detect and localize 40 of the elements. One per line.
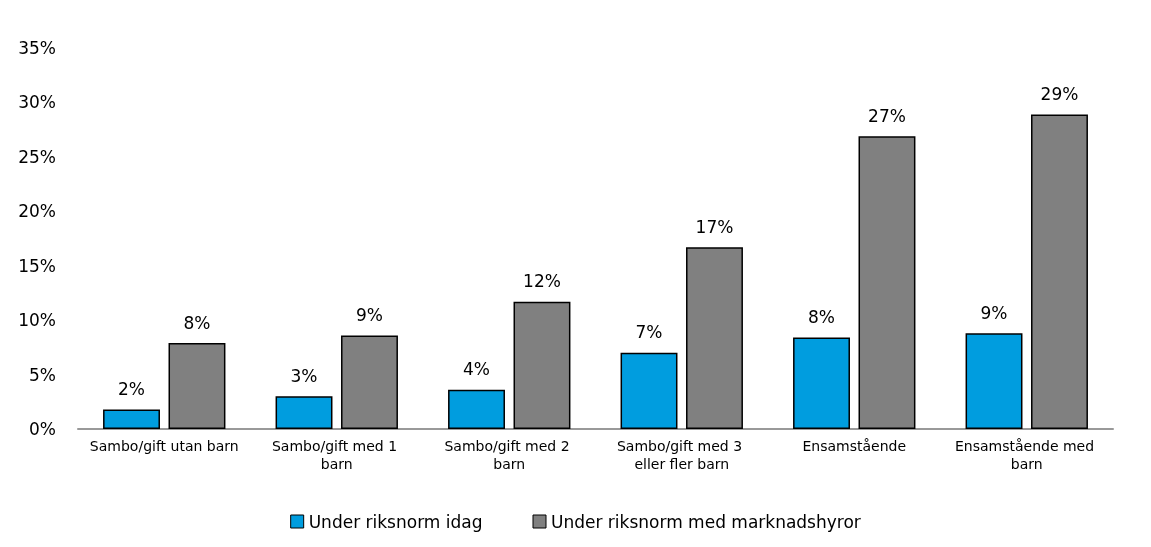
bar bbox=[448, 389, 505, 429]
bar bbox=[103, 409, 160, 429]
data-label: 29% bbox=[1040, 83, 1079, 104]
bar bbox=[168, 343, 226, 429]
x-tick-label: Sambo/gift med 3 eller fler barn bbox=[616, 438, 747, 472]
legend-label: Under riksnorm idag bbox=[308, 511, 483, 532]
x-tick-label: Sambo/gift med 2 barn bbox=[444, 438, 575, 472]
x-tick-label: Ensamstående med barn bbox=[954, 438, 1099, 472]
y-tick-label: 35% bbox=[18, 38, 56, 58]
data-label: 2% bbox=[118, 378, 146, 399]
x-tick-label: Sambo/gift utan barn bbox=[89, 438, 239, 454]
bar bbox=[793, 337, 850, 429]
data-label: 17% bbox=[695, 216, 734, 237]
bar bbox=[686, 247, 743, 429]
data-label: 9% bbox=[355, 304, 383, 325]
y-tick-label: 20% bbox=[18, 201, 56, 222]
data-label: 12% bbox=[523, 271, 561, 292]
y-tick-label: 15% bbox=[18, 255, 56, 276]
y-tick-label: 5% bbox=[29, 364, 56, 385]
y-tick-label: 10% bbox=[18, 310, 56, 331]
bar bbox=[858, 136, 916, 429]
data-label: 8% bbox=[808, 307, 836, 328]
data-label: 8% bbox=[183, 312, 211, 333]
y-tick-label: 30% bbox=[18, 92, 56, 113]
bar bbox=[620, 352, 678, 429]
data-label: 4% bbox=[463, 359, 491, 380]
legend-label: Under riksnorm med marknadshyror bbox=[551, 511, 861, 532]
x-tick-label: Sambo/gift med 1 barn bbox=[271, 438, 402, 472]
data-label: 3% bbox=[290, 365, 318, 386]
bar bbox=[1031, 114, 1088, 429]
bar bbox=[275, 396, 333, 429]
data-label: 9% bbox=[980, 302, 1008, 323]
y-tick-label: 25% bbox=[18, 146, 56, 167]
y-tick-label: 0% bbox=[29, 419, 56, 439]
data-label: 27% bbox=[868, 105, 906, 126]
bar bbox=[341, 335, 398, 429]
x-tick-label: Ensamstående bbox=[802, 438, 907, 454]
data-label: 7% bbox=[635, 322, 663, 343]
bar bbox=[965, 333, 1023, 429]
bar bbox=[513, 301, 571, 429]
